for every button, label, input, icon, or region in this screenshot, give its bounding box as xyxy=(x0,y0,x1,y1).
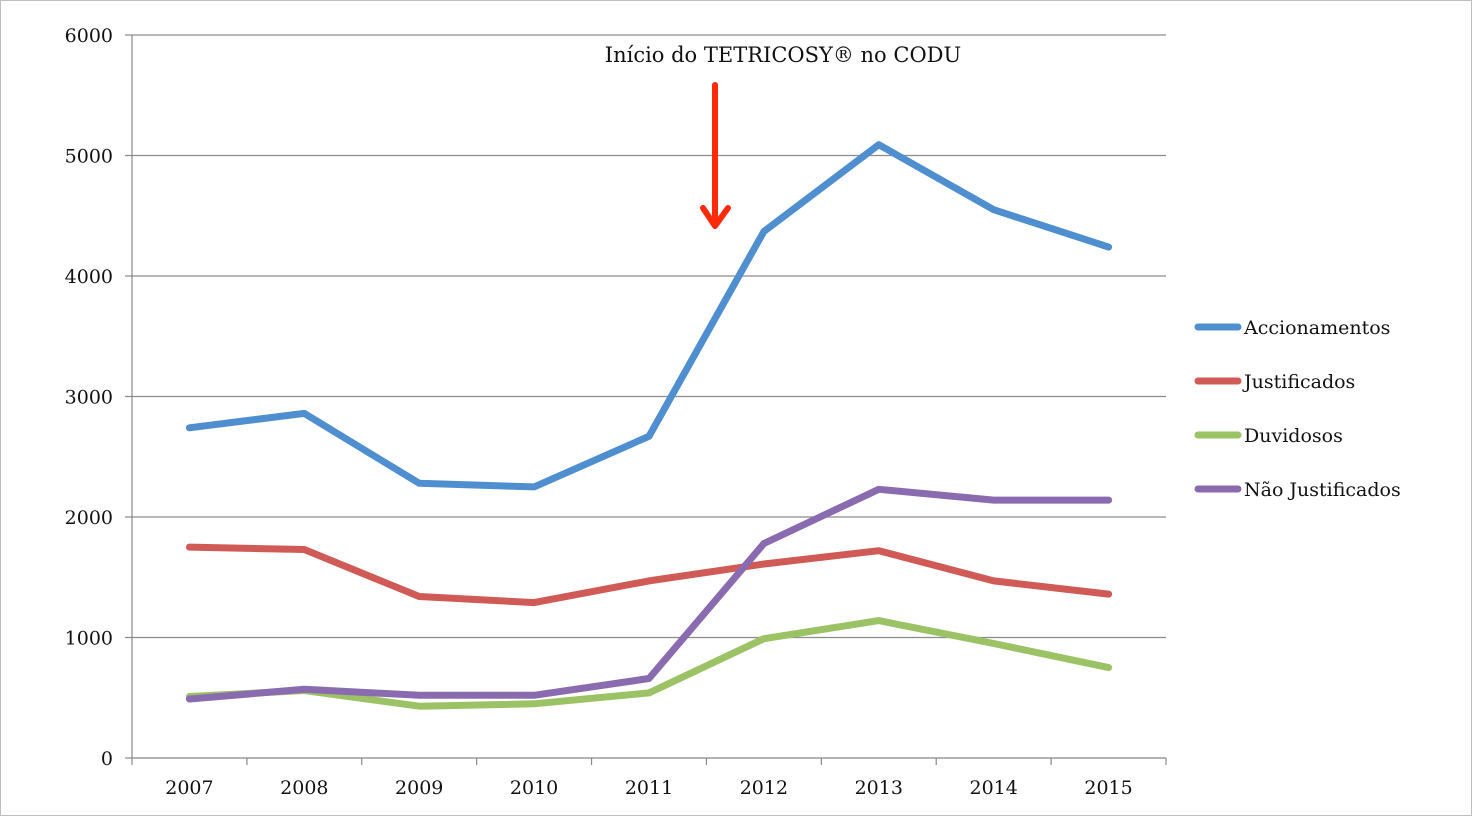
series-line xyxy=(185,141,1113,491)
x-tick-labels: 2007 2008 2009 2010 2011 2012 2013 2014 2015 xyxy=(165,777,1132,799)
x-tick-label: 2011 xyxy=(625,777,673,799)
y-tick-labels: 0 1000 2000 3000 4000 5000 6000 xyxy=(65,25,113,770)
legend-label: Não Justificados xyxy=(1244,479,1401,501)
y-tick-label: 0 xyxy=(101,748,113,770)
series-line xyxy=(185,485,1113,703)
annotation-text: Início do TETRICOSY® no CODU xyxy=(605,43,961,67)
series-line xyxy=(185,617,1113,710)
legend-label: Accionamentos xyxy=(1243,317,1390,339)
x-tick-label: 2009 xyxy=(395,777,443,799)
series-line xyxy=(185,543,1113,607)
x-tick-label: 2008 xyxy=(280,777,328,799)
x-tick-label: 2013 xyxy=(855,777,903,799)
grid-lines xyxy=(125,34,1167,765)
annotation-arrow-head xyxy=(700,205,731,229)
y-tick-label: 3000 xyxy=(65,387,113,409)
y-tick-label: 5000 xyxy=(65,146,113,168)
y-tick-label: 6000 xyxy=(65,25,113,47)
y-tick-label: 1000 xyxy=(65,628,113,650)
legend-label: Duvidosos xyxy=(1244,425,1343,447)
legend-label: Justificados xyxy=(1242,371,1355,393)
series-lines xyxy=(185,141,1113,710)
y-tick-label: 2000 xyxy=(65,507,113,529)
x-tick-label: 2010 xyxy=(510,777,558,799)
x-tick-label: 2015 xyxy=(1084,777,1132,799)
legend: Accionamentos Justificados Duvidosos Não Ju… xyxy=(1194,317,1401,501)
y-tick-label: 4000 xyxy=(65,266,113,288)
x-tick-label: 2014 xyxy=(969,777,1017,799)
annotation: Início do TETRICOSY® no CODU xyxy=(605,43,961,229)
x-tick-label: 2012 xyxy=(740,777,788,799)
axes xyxy=(131,35,1166,759)
x-tick-label: 2007 xyxy=(165,777,213,799)
